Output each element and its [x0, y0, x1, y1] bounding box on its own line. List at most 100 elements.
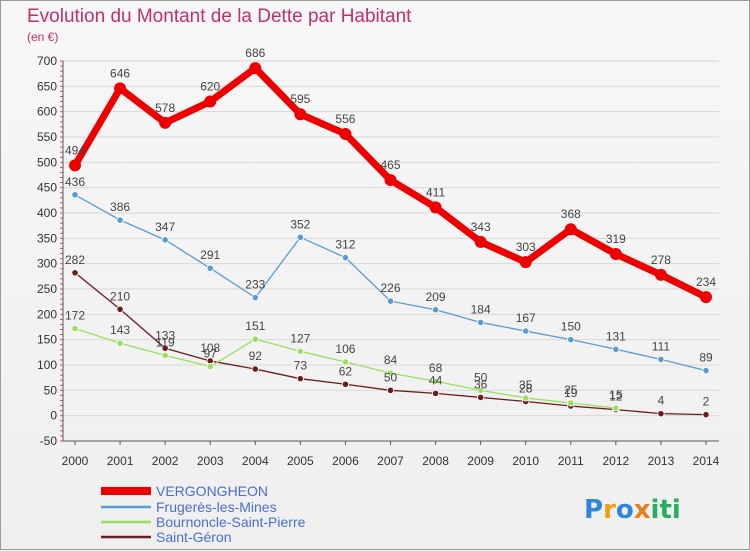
data-label: 4 [658, 394, 665, 408]
y-tick-label: 400 [37, 206, 57, 220]
data-point [609, 248, 622, 261]
data-point [519, 256, 532, 269]
data-label: 28 [519, 381, 533, 395]
data-label: 106 [335, 342, 355, 356]
data-point [431, 377, 440, 385]
data-point [339, 127, 352, 140]
data-point [384, 174, 397, 187]
grid [63, 60, 719, 442]
data-label: 234 [696, 275, 716, 289]
data-label: 386 [110, 200, 130, 214]
legend-label: VERGONGHEON [156, 483, 268, 499]
data-point [69, 159, 81, 172]
data-point [116, 339, 124, 347]
data-point [296, 375, 304, 383]
data-point [654, 268, 667, 281]
data-point [567, 336, 575, 344]
data-label: 556 [335, 112, 355, 126]
data-label: 44 [429, 373, 443, 387]
data-label: 50 [384, 370, 398, 384]
data-label: 133 [155, 328, 175, 342]
data-point [477, 386, 485, 394]
data-point [294, 108, 307, 121]
data-label: 184 [471, 302, 491, 316]
data-point [477, 318, 485, 327]
data-label: 131 [606, 329, 626, 343]
data-label: 278 [651, 253, 671, 267]
data-label: 303 [516, 240, 536, 254]
data-label: 233 [245, 278, 265, 292]
data-label: 167 [516, 311, 536, 325]
x-tick-label: 2009 [467, 454, 494, 468]
chart-subtitle: (en €) [27, 30, 58, 44]
data-label: 73 [294, 359, 308, 373]
data-label: 312 [335, 238, 355, 252]
data-point [296, 233, 304, 241]
data-label: 465 [380, 158, 400, 172]
y-tick-label: 450 [37, 181, 57, 195]
data-point [474, 235, 487, 248]
data-label: 25 [564, 383, 578, 397]
data-point [116, 305, 124, 313]
x-tick-label: 2002 [152, 454, 179, 468]
logo-text: Proxiti [584, 495, 681, 525]
y-tick-label: 50 [44, 383, 58, 397]
data-label: 343 [471, 220, 491, 234]
y-tick-label: 350 [37, 231, 57, 245]
data-point [251, 294, 259, 302]
data-point [161, 344, 169, 352]
data-point [341, 380, 350, 388]
data-point [386, 369, 395, 377]
data-point [251, 335, 259, 343]
data-label: 209 [426, 290, 446, 304]
y-tick-label: 500 [37, 155, 57, 169]
data-point [567, 399, 575, 407]
data-label: 291 [200, 248, 220, 262]
data-label: 12 [609, 390, 623, 404]
data-label: 151 [245, 319, 265, 333]
data-label: 119 [156, 335, 175, 349]
data-label: 646 [110, 66, 130, 80]
y-tick-label: 550 [37, 130, 57, 144]
data-label: 2 [703, 395, 710, 409]
data-label: 36 [474, 377, 488, 391]
data-point [522, 327, 530, 335]
logo-letter: x [634, 495, 651, 525]
data-point [206, 264, 214, 272]
y-tick-label: 100 [37, 358, 57, 372]
data-label: 150 [561, 320, 581, 334]
data-label: 595 [290, 92, 310, 106]
data-point [612, 404, 620, 412]
data-label: 210 [110, 289, 130, 303]
x-tick-label: 2010 [512, 454, 539, 468]
data-label: 50 [474, 370, 488, 384]
x-tick-label: 2003 [197, 454, 224, 468]
data-label: 620 [200, 80, 220, 94]
x-tick-label: 2001 [107, 454, 134, 468]
data-point [114, 82, 127, 95]
data-label: 143 [110, 323, 130, 337]
data-label: 108 [200, 341, 220, 355]
data-label: 35 [519, 378, 533, 392]
data-label: 89 [699, 351, 713, 365]
data-point [159, 116, 172, 129]
data-point [431, 389, 440, 397]
data-point [386, 386, 395, 394]
data-label: 172 [65, 309, 85, 323]
data-label: 19 [564, 386, 578, 400]
data-point [612, 345, 620, 353]
y-tick-label: 600 [37, 105, 57, 119]
logo-letter: i [672, 495, 681, 525]
data-label: 15 [609, 388, 623, 402]
data-labels: 494 646 578 620 686 595 556 465 411 343 303 368 319 2… [65, 46, 716, 409]
data-point [206, 362, 214, 371]
data-label: 578 [155, 101, 175, 115]
data-point [296, 347, 304, 355]
data-point [341, 358, 350, 366]
x-tick-label: 2004 [242, 454, 269, 468]
legend: VERGONGHEONFrugerès-les-MinesBournoncle-… [101, 483, 306, 545]
series-2 [71, 324, 620, 412]
data-point [429, 201, 442, 214]
